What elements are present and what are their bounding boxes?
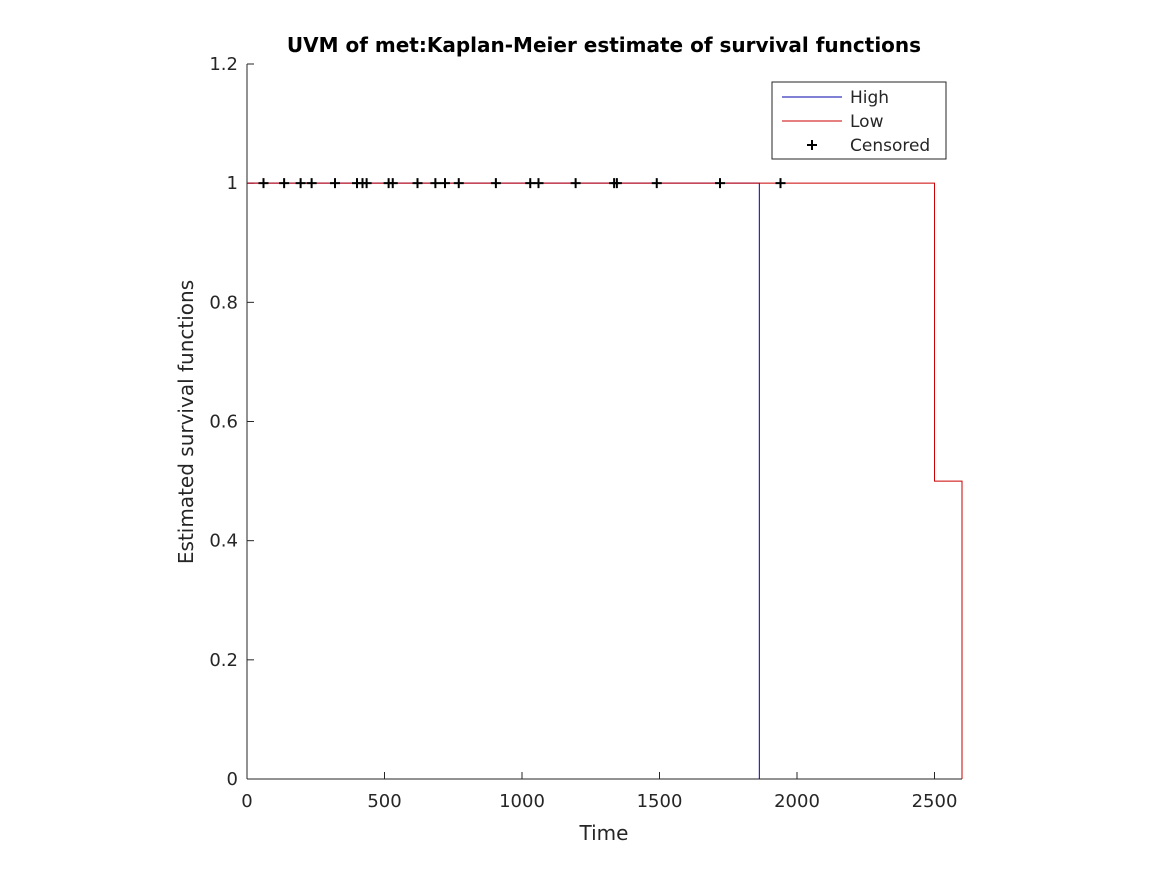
censored-marker: [570, 178, 581, 189]
y-tick-label: 1.2: [209, 54, 238, 75]
x-tick-label: 0: [241, 791, 252, 812]
censored-marker: [533, 178, 544, 189]
y-tick-label: 0.2: [209, 650, 238, 671]
censored-marker: [387, 178, 398, 189]
legend-label-censored: Censored: [850, 136, 930, 156]
censored-marker: [440, 178, 450, 189]
legend-label-low: Low: [850, 112, 884, 132]
censored-marker: [295, 178, 306, 189]
x-tick-label: 2000: [774, 791, 820, 812]
censored-marker: [361, 178, 372, 189]
y-axis-label: Estimated survival functions: [174, 280, 198, 564]
legend-label-high: High: [850, 88, 889, 108]
x-tick-label: 500: [367, 791, 401, 812]
censored-marker: [279, 178, 290, 189]
censored-marker: [258, 178, 269, 189]
chart-title: UVM of met:Kaplan-Meier estimate of surv…: [287, 33, 921, 57]
x-axis-label: Time: [579, 821, 629, 845]
censored-marker: [306, 178, 317, 189]
censored-marker: [430, 178, 441, 189]
legend: High Low Censored: [771, 81, 947, 160]
y-tick-label: 0.4: [209, 531, 238, 552]
x-tick-label: 1500: [637, 791, 683, 812]
censored-marker: [611, 178, 622, 189]
x-tick-label: 1000: [499, 791, 545, 812]
censored-marker: [651, 178, 662, 189]
axes: 0 500 1000 1500 2000 2500 0 0.2 0.4 0.6 0.8 1 1.2: [209, 54, 962, 812]
legend-swatch-censored: [807, 140, 817, 150]
censored-markers: [258, 178, 786, 189]
y-tick-label: 0: [227, 769, 238, 790]
x-tick-label: 2500: [912, 791, 958, 812]
series-line-high: [247, 182, 760, 779]
censored-marker: [453, 178, 464, 189]
censored-marker: [775, 178, 786, 189]
y-tick-label: 0.8: [209, 292, 238, 313]
censored-marker: [412, 178, 423, 189]
y-tick-label: 0.6: [209, 412, 238, 433]
series-line-low: [247, 182, 963, 779]
censored-marker: [715, 178, 725, 189]
censored-marker: [330, 178, 340, 189]
series-layer: [247, 182, 963, 779]
censored-marker: [490, 178, 501, 189]
y-tick-label: 1: [227, 173, 238, 194]
